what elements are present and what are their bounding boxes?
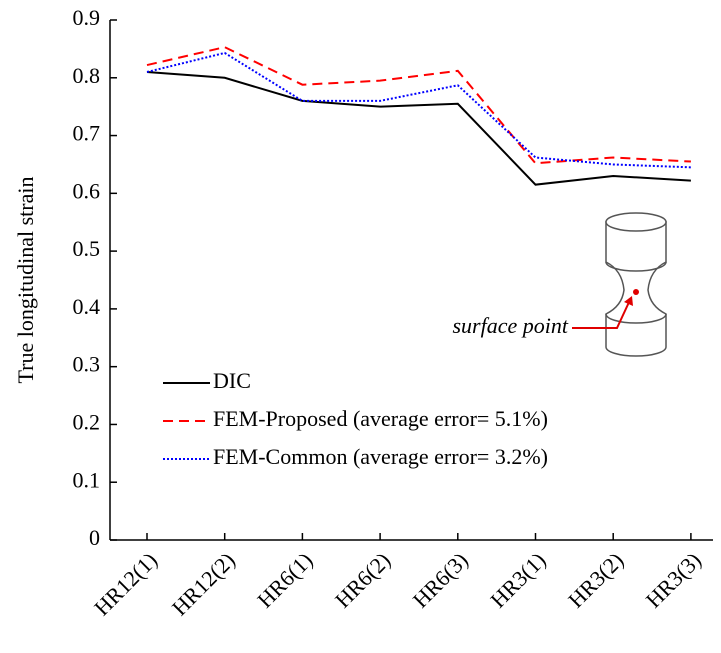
y-tick-label: 0.9 xyxy=(73,5,101,30)
data-line xyxy=(146,71,691,186)
y-tick-label: 0.8 xyxy=(73,63,101,88)
y-tick-label: 0 xyxy=(89,525,100,550)
y-tick-label: 0.7 xyxy=(73,121,101,146)
y-tick-label: 0.3 xyxy=(73,352,101,377)
annotation-arrowhead xyxy=(624,296,633,306)
annotation: surface point xyxy=(453,313,569,338)
x-tick-label: HR12(1) xyxy=(89,547,162,620)
x-tick-label: HR6(3) xyxy=(408,547,473,612)
legend-label: FEM-Common (average error= 3.2%) xyxy=(213,444,548,469)
x-tick-label: HR6(2) xyxy=(330,547,395,612)
y-tick-label: 0.5 xyxy=(73,236,101,261)
y-tick-label: 0.1 xyxy=(73,467,101,492)
legend-label: FEM-Proposed (average error= 5.1%) xyxy=(213,406,548,431)
annotation-arrow xyxy=(572,299,631,329)
x-tick-label: HR6(1) xyxy=(252,547,317,612)
x-tick-label: HR12(2) xyxy=(167,547,240,620)
legend-label: DIC xyxy=(213,368,251,393)
specimen-icon xyxy=(605,212,667,357)
y-tick-label: 0.4 xyxy=(73,294,101,319)
surface-point-marker xyxy=(633,289,639,295)
y-tick-label: 0.6 xyxy=(73,178,101,203)
y-tick-label: 0.2 xyxy=(73,409,101,434)
y-axis-label: True longitudinal strain xyxy=(13,177,38,384)
x-tick-label: HR3(3) xyxy=(641,547,706,612)
x-tick-label: HR3(1) xyxy=(485,547,550,612)
x-tick-label: HR3(2) xyxy=(563,547,628,612)
data-line xyxy=(146,51,691,169)
